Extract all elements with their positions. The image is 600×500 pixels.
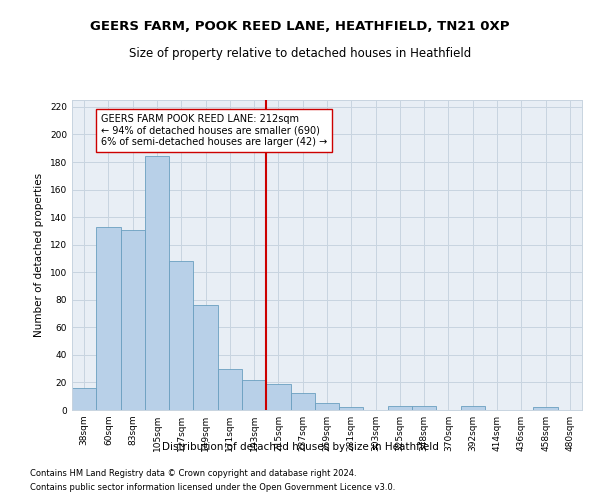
Bar	[193, 306, 218, 410]
Bar	[533, 407, 558, 410]
Bar	[72, 388, 96, 410]
Bar	[339, 407, 364, 410]
Text: Contains HM Land Registry data © Crown copyright and database right 2024.: Contains HM Land Registry data © Crown c…	[30, 468, 356, 477]
Bar	[145, 156, 169, 410]
Bar	[388, 406, 412, 410]
Text: Size of property relative to detached houses in Heathfield: Size of property relative to detached ho…	[129, 48, 471, 60]
Bar	[121, 230, 145, 410]
Bar	[461, 406, 485, 410]
Bar	[266, 384, 290, 410]
Bar	[412, 406, 436, 410]
Text: GEERS FARM, POOK REED LANE, HEATHFIELD, TN21 0XP: GEERS FARM, POOK REED LANE, HEATHFIELD, …	[90, 20, 510, 33]
Text: Contains public sector information licensed under the Open Government Licence v3: Contains public sector information licen…	[30, 484, 395, 492]
Bar	[315, 403, 339, 410]
Bar	[242, 380, 266, 410]
Bar	[169, 261, 193, 410]
Bar	[96, 227, 121, 410]
Text: GEERS FARM POOK REED LANE: 212sqm
← 94% of detached houses are smaller (690)
6% : GEERS FARM POOK REED LANE: 212sqm ← 94% …	[101, 114, 328, 147]
Bar	[218, 368, 242, 410]
Bar	[290, 394, 315, 410]
Y-axis label: Number of detached properties: Number of detached properties	[34, 173, 44, 337]
Text: Distribution of detached houses by size in Heathfield: Distribution of detached houses by size …	[161, 442, 439, 452]
